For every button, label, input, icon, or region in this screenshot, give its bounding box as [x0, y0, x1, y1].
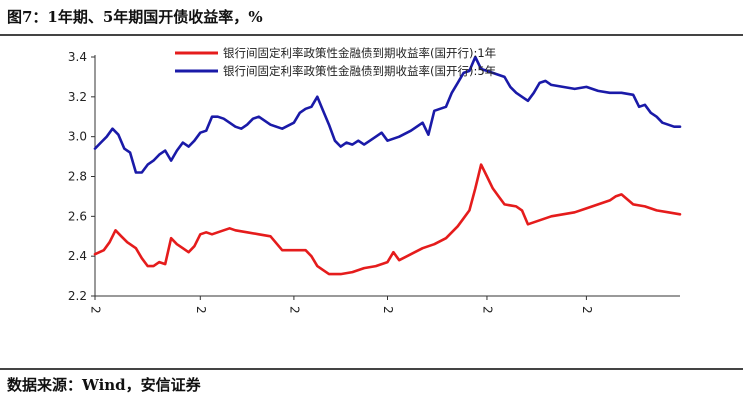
- series-layer: [93, 55, 682, 276]
- y-tick-label: 3.4: [68, 50, 87, 64]
- x-tick-label: 2: [287, 306, 301, 314]
- x-tick-label: 2: [381, 306, 395, 314]
- series-line-5y: [93, 55, 682, 174]
- x-tick-label: 2: [194, 306, 208, 314]
- bottom-rule: [0, 368, 743, 370]
- x-tick-label: 2: [580, 306, 594, 314]
- x-tick-label: 2: [480, 306, 494, 314]
- y-tick-label: 3.0: [68, 130, 87, 144]
- x-tick-label: 2: [89, 306, 103, 314]
- data-source: 数据来源：Wind，安信证券: [7, 376, 201, 394]
- top-rule: [0, 34, 743, 36]
- series-line-1y: [93, 163, 682, 276]
- y-tick-label: 2.4: [68, 249, 87, 263]
- y-ticks: 2.2 2.4 2.6 2.8 3.0 3.2 3.4: [68, 50, 95, 303]
- legend-label: 银行间固定利率政策性金融债到期收益率(国开行):5年: [223, 64, 496, 78]
- y-tick-label: 3.2: [68, 90, 87, 104]
- legend-label: 银行间固定利率政策性金融债到期收益率(国开行):1年: [223, 46, 496, 60]
- y-tick-label: 2.8: [68, 170, 87, 184]
- x-ticks: 2 2 2 2 2 2: [89, 296, 594, 314]
- chart-title: 图7：1年期、5年期国开债收益率，%: [7, 8, 263, 26]
- legend: 银行间固定利率政策性金融债到期收益率(国开行):1年银行间固定利率政策性金融债到…: [175, 46, 496, 78]
- y-tick-label: 2.6: [68, 209, 87, 223]
- y-tick-label: 2.2: [68, 289, 87, 303]
